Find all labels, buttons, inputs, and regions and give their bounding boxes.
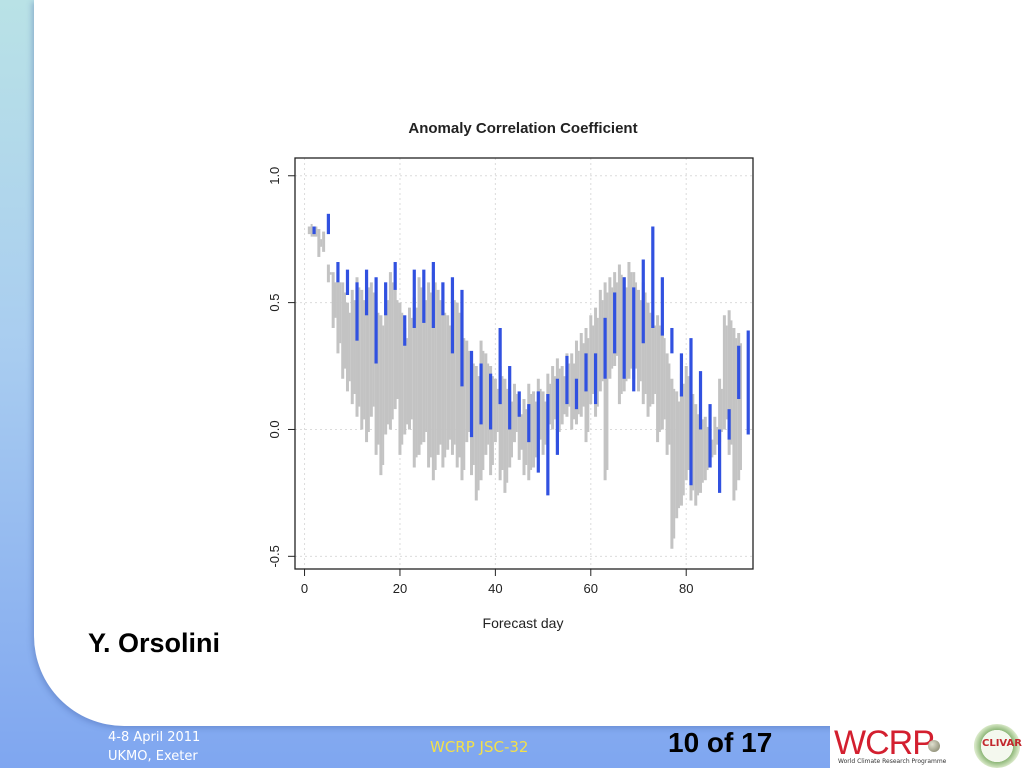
author-credit: Y. Orsolini bbox=[88, 628, 221, 658]
y-tick-label: 0.5 bbox=[267, 294, 282, 312]
logo-strip: WCRP World Climate Research Programme CL… bbox=[830, 724, 1024, 768]
wcrp-subtitle: World Climate Research Programme bbox=[838, 758, 947, 765]
wcrp-logo: WCRP bbox=[834, 724, 935, 762]
footer-date: 4-8 April 2011 bbox=[108, 730, 201, 745]
chart-title: Anomaly Correlation Coefficient bbox=[408, 120, 637, 137]
x-tick-label: 60 bbox=[584, 581, 598, 596]
x-tick-label: 40 bbox=[488, 581, 502, 596]
ensemble-ranges bbox=[307, 223, 742, 549]
mean-ranges bbox=[312, 213, 750, 496]
footer-location: UKMO, Exeter bbox=[108, 749, 198, 764]
footer-meeting-name: WCRP JSC-32 bbox=[430, 738, 529, 756]
globe-icon bbox=[928, 740, 940, 752]
x-tick-label: 20 bbox=[393, 581, 407, 596]
y-tick-label: 0.0 bbox=[267, 420, 282, 438]
axes: -0.5 0.0 0.5 1.0 0 20 40 60 80 bbox=[267, 167, 693, 596]
y-tick-label: -0.5 bbox=[267, 545, 282, 567]
chart: Anomaly Correlation Coefficient -0.5 0.0 0… bbox=[267, 120, 754, 631]
y-tick-label: 1.0 bbox=[267, 167, 282, 185]
x-tick-label: 80 bbox=[679, 581, 693, 596]
footer-meeting-info: 4-8 April 2011 UKMO, Exeter bbox=[108, 728, 200, 766]
slide-panel bbox=[34, 0, 1024, 726]
x-axis-label: Forecast day bbox=[483, 615, 564, 631]
clivar-logo-icon bbox=[974, 724, 1020, 768]
page-number: 10 of 17 bbox=[668, 727, 773, 758]
plot-frame bbox=[294, 157, 754, 570]
clivar-logo-text: CLIVAR bbox=[982, 738, 1022, 749]
x-tick-label: 0 bbox=[301, 581, 308, 596]
